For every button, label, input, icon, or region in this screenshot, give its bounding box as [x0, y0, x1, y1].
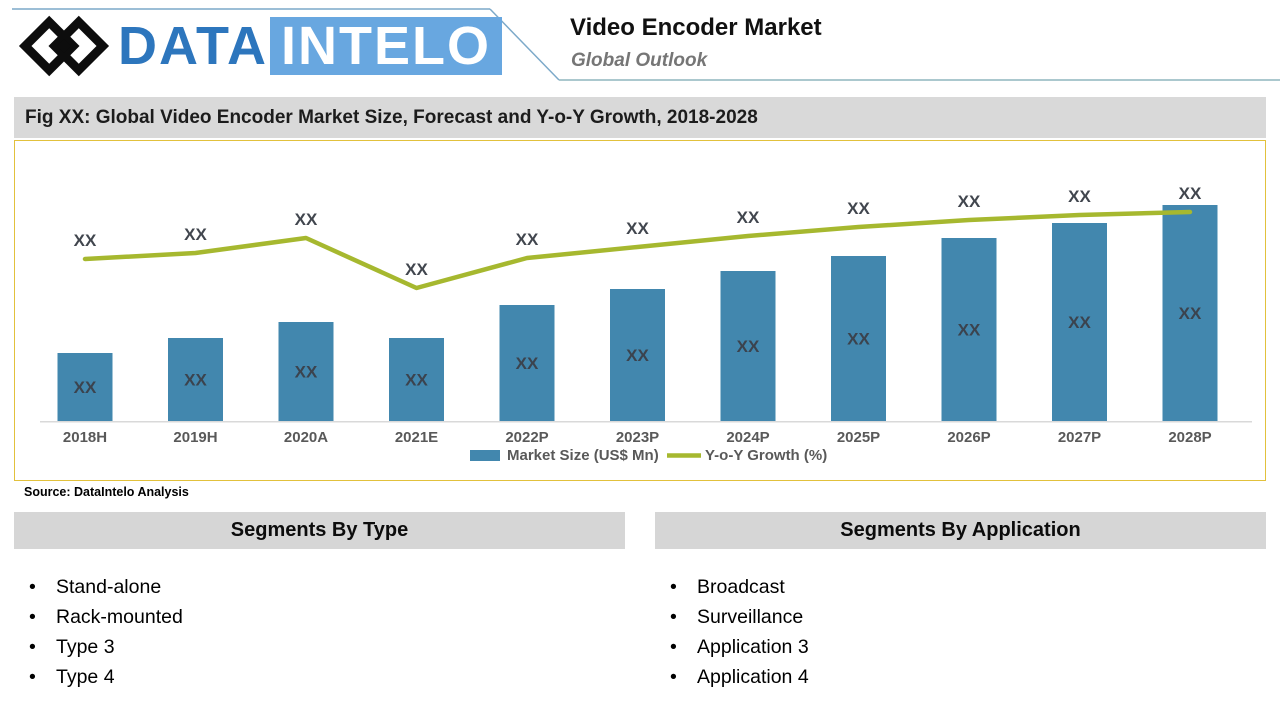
bar-value-label: XX [74, 378, 97, 397]
list-item: Type 3 [14, 632, 183, 662]
segments-by-application-list: Broadcast Surveillance Application 3 App… [655, 572, 809, 692]
figure-caption-bar: Fig XX: Global Video Encoder Market Size… [14, 97, 1266, 138]
category-label: 2025P [837, 429, 880, 446]
bar-2023P [610, 289, 665, 421]
line-value-label: XX [1179, 184, 1202, 203]
page-subtitle: Global Outlook [571, 50, 708, 71]
line-value-label: XX [958, 192, 981, 211]
bar-value-label: XX [184, 371, 207, 390]
category-label: 2027P [1058, 429, 1101, 446]
list-item: Application 4 [655, 662, 809, 692]
source-note: Source: DataIntelo Analysis [24, 485, 189, 499]
category-label: 2024P [726, 429, 769, 446]
line-value-label: XX [184, 225, 207, 244]
bar-value-label: XX [1068, 313, 1091, 332]
category-label: 2028P [1168, 429, 1211, 446]
bar-2022P [499, 305, 555, 421]
category-label: 2018H [63, 429, 107, 446]
dataintelo-logo: DATA INTELO [16, 9, 502, 83]
figure-caption: Fig XX: Global Video Encoder Market Size… [25, 107, 758, 128]
brand-text-intelo: INTELO [269, 17, 502, 75]
bar-value-label: XX [405, 371, 428, 390]
category-label: 2022P [505, 429, 548, 446]
bar-value-label: XX [847, 330, 870, 349]
bar-2024P [720, 271, 776, 421]
category-label: 2026P [947, 429, 990, 446]
segments-by-application-header: Segments By Application [655, 512, 1266, 549]
list-item: Surveillance [655, 602, 809, 632]
list-item: Broadcast [655, 572, 809, 602]
line-value-label: XX [516, 230, 539, 249]
list-item: Rack-mounted [14, 602, 183, 632]
bar-value-label: XX [958, 321, 981, 340]
line-value-label: XX [405, 260, 428, 279]
market-chart-svg: XX 2018H XX 2019H XX 2020A XX 2021E XX 2022P XX 202… [40, 184, 1252, 464]
category-label: 2019H [173, 429, 217, 446]
category-label: 2020A [284, 429, 328, 446]
bar-2020A [278, 322, 334, 421]
page-title: Video Encoder Market [570, 14, 822, 41]
bar-value-label: XX [1179, 304, 1202, 323]
bar-value-label: XX [295, 363, 318, 382]
line-value-label: XX [74, 231, 97, 250]
bar-2028P [1162, 205, 1218, 421]
bar-2027P [1052, 223, 1107, 421]
market-chart: XX 2018H XX 2019H XX 2020A XX 2021E XX 2022P XX 202… [14, 140, 1266, 481]
legend-line-label: Y-o-Y Growth (%) [705, 447, 827, 464]
line-value-label: XX [295, 210, 318, 229]
dataintelo-diamonds-icon [18, 15, 110, 77]
line-value-label: XX [626, 219, 649, 238]
legend-bar-label: Market Size (US$ Mn) [507, 447, 659, 464]
bar-2018H [57, 353, 113, 421]
list-item: Stand-alone [14, 572, 183, 602]
segments-by-type-title: Segments By Type [230, 519, 409, 541]
category-label: 2021E [395, 429, 438, 446]
segments-by-application-title: Segments By Application [840, 519, 1081, 541]
bar-value-label: XX [737, 337, 760, 356]
brand-text-data: DATA [118, 16, 268, 76]
bar-2025P [831, 256, 886, 421]
line-value-label: XX [847, 199, 870, 218]
segments-by-type-header: Segments By Type [14, 512, 625, 549]
bar-2026P [941, 238, 997, 421]
line-value-label: XX [737, 208, 760, 227]
list-item: Application 3 [655, 632, 809, 662]
growth-line [82, 209, 1193, 291]
bar-2019H [168, 338, 223, 421]
bar-2021E [389, 338, 444, 421]
segments-by-type-list: Stand-alone Rack-mounted Type 3 Type 4 [14, 572, 183, 692]
page-header: DATA INTELO Video Encoder Market Global … [0, 0, 1280, 96]
list-item: Type 4 [14, 662, 183, 692]
legend-bar-swatch [470, 450, 500, 461]
line-value-label: XX [1068, 187, 1091, 206]
bar-value-label: XX [516, 354, 539, 373]
category-label: 2023P [616, 429, 659, 446]
bar-value-label: XX [626, 346, 649, 365]
